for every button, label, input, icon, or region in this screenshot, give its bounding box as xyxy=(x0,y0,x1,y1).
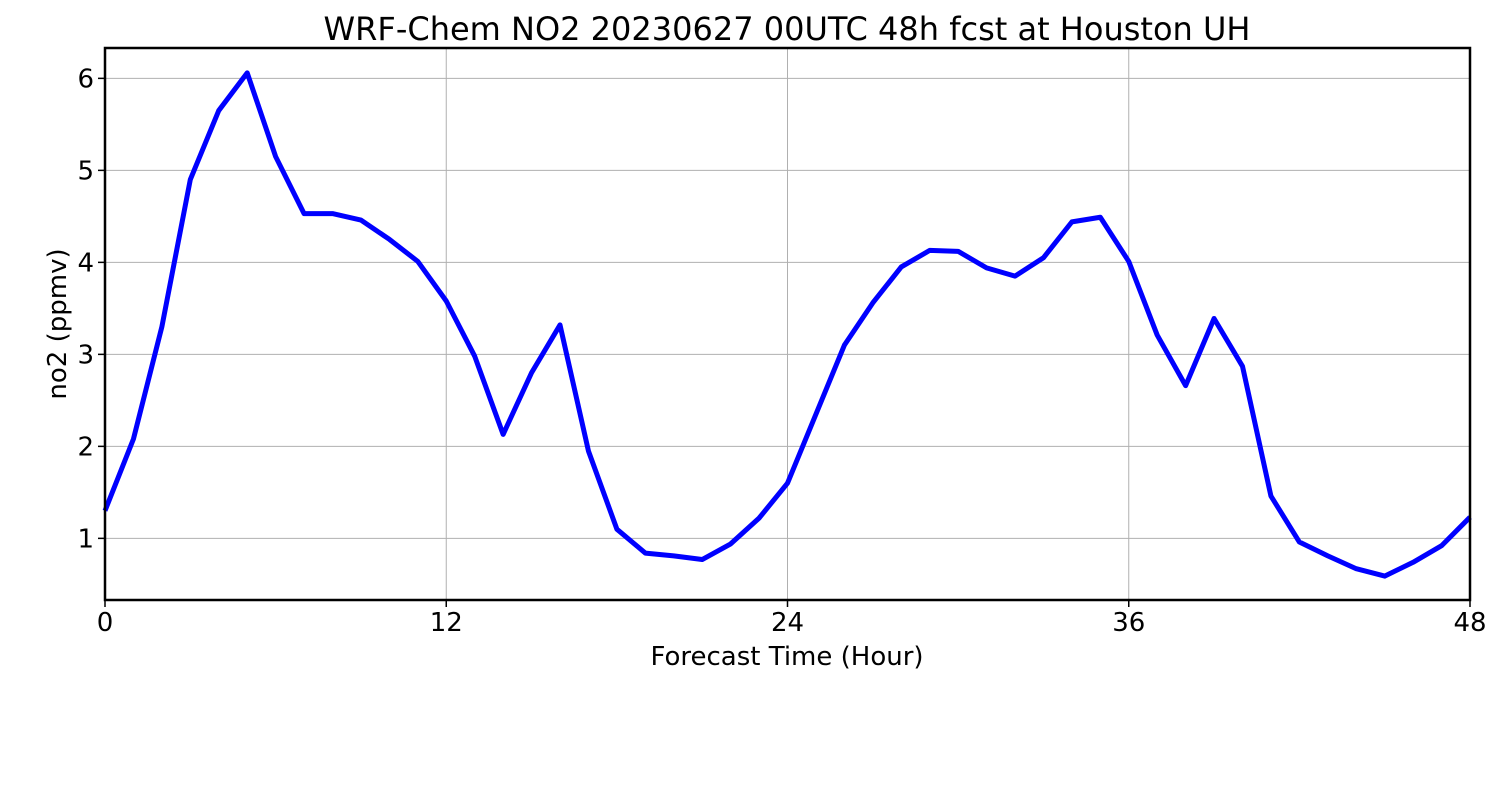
x-tick-label: 36 xyxy=(1112,608,1145,638)
y-tick-label: 2 xyxy=(77,432,94,462)
y-tick-label: 4 xyxy=(77,248,94,278)
y-tick-label: 6 xyxy=(77,64,94,94)
chart-title: WRF-Chem NO2 20230627 00UTC 48h fcst at … xyxy=(324,10,1251,48)
x-tick-label: 0 xyxy=(97,608,114,638)
y-tick-label: 1 xyxy=(77,524,94,554)
y-axis-label: no2 (ppmv) xyxy=(43,248,73,399)
x-tick-label: 48 xyxy=(1453,608,1486,638)
y-tick-label: 3 xyxy=(77,340,94,370)
x-axis-label: Forecast Time (Hour) xyxy=(650,642,923,672)
y-tick-label: 5 xyxy=(77,156,94,186)
x-tick-label: 24 xyxy=(771,608,804,638)
x-tick-label: 12 xyxy=(430,608,463,638)
